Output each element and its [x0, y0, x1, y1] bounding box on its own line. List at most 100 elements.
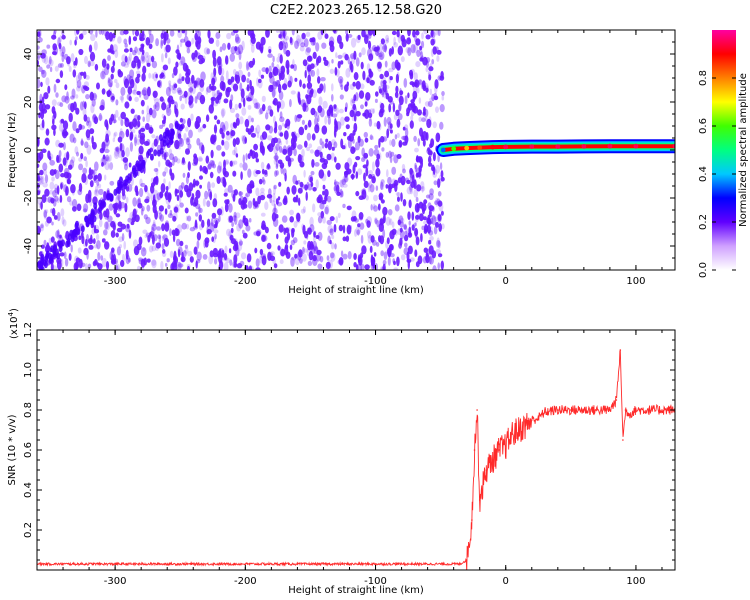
noise-point [242, 135, 247, 145]
noise-point [238, 61, 243, 70]
noise-point [185, 72, 190, 77]
noise-point [101, 162, 104, 167]
noise-point [124, 43, 128, 48]
noise-point [250, 44, 255, 53]
noise-point [158, 212, 162, 220]
noise-point [274, 121, 278, 130]
noise-point [223, 192, 228, 197]
noise-point [235, 246, 240, 257]
noise-point [93, 189, 100, 197]
noise-point [406, 251, 410, 261]
noise-point [138, 154, 143, 162]
noise-point [266, 242, 272, 250]
noise-point [160, 260, 164, 270]
noise-point [112, 60, 116, 67]
noise-point [149, 232, 152, 237]
noise-point [144, 51, 149, 58]
noise-point [37, 37, 43, 43]
noise-point [83, 81, 89, 88]
noise-point [408, 184, 413, 193]
noise-point [278, 41, 284, 51]
noise-point [278, 224, 284, 233]
noise-point [172, 156, 175, 166]
noise-point [286, 186, 291, 195]
noise-point [331, 94, 334, 102]
noise-point [415, 30, 420, 36]
noise-point [54, 65, 59, 72]
noise-point [385, 216, 391, 226]
noise-point [233, 211, 237, 218]
noise-point [394, 91, 399, 99]
noise-point [353, 50, 357, 60]
noise-point [440, 210, 444, 216]
noise-point [413, 179, 417, 190]
noise-point [80, 32, 84, 39]
noise-point [70, 184, 76, 194]
noise-point [241, 107, 247, 116]
noise-point [346, 168, 352, 175]
noise-point [373, 122, 377, 127]
noise-point [379, 217, 386, 223]
noise-point [234, 215, 238, 226]
noise-point [177, 89, 183, 96]
noise-point [247, 200, 253, 209]
noise-point [83, 101, 87, 110]
noise-point [82, 30, 87, 36]
noise-point [212, 247, 218, 255]
noise-point [308, 55, 312, 61]
noise-point [160, 32, 164, 40]
noise-point [38, 30, 42, 39]
noise-point [206, 228, 212, 235]
noise-point [40, 109, 45, 120]
trace-point [672, 143, 675, 149]
noise-point [164, 208, 168, 215]
noise-point [407, 30, 411, 37]
noise-point [230, 130, 236, 137]
noise-point [274, 152, 278, 162]
noise-point [323, 83, 326, 93]
noise-point [276, 56, 281, 63]
noise-point [165, 44, 171, 53]
snr-y-label: SNR (10 * v/v) [7, 414, 18, 485]
noise-point [335, 184, 340, 194]
noise-point [280, 40, 285, 46]
noise-point [163, 237, 170, 247]
noise-point [107, 77, 111, 84]
noise-point [427, 214, 431, 224]
noise-point [151, 259, 157, 266]
noise-point [159, 214, 164, 222]
noise-point [165, 86, 171, 97]
noise-point [193, 246, 198, 255]
noise-point [210, 160, 215, 168]
noise-point [79, 101, 84, 111]
noise-point [303, 38, 309, 48]
noise-point [314, 117, 319, 127]
noise-point [265, 67, 269, 75]
noise-point [298, 197, 301, 206]
noise-point [246, 253, 252, 263]
noise-point [101, 68, 105, 78]
noise-point [58, 142, 64, 148]
noise-point [92, 114, 97, 120]
noise-point [168, 83, 172, 92]
noise-point [108, 203, 114, 211]
noise-point [284, 35, 289, 41]
snr-y-tick-label: 0.4 [23, 482, 34, 498]
noise-point [412, 90, 418, 100]
noise-point [395, 85, 399, 94]
noise-point [252, 98, 258, 105]
noise-point [412, 30, 416, 38]
noise-point [54, 195, 59, 202]
noise-point [316, 68, 320, 77]
noise-point [187, 143, 192, 150]
noise-point [235, 153, 239, 158]
noise-point [272, 192, 276, 203]
noise-point [148, 54, 152, 65]
noise-point [48, 237, 52, 245]
noise-point [174, 139, 180, 150]
noise-point [258, 178, 263, 185]
noise-point [114, 146, 119, 152]
noise-point [162, 171, 167, 177]
noise-point [92, 113, 97, 123]
noise-point [166, 258, 170, 263]
